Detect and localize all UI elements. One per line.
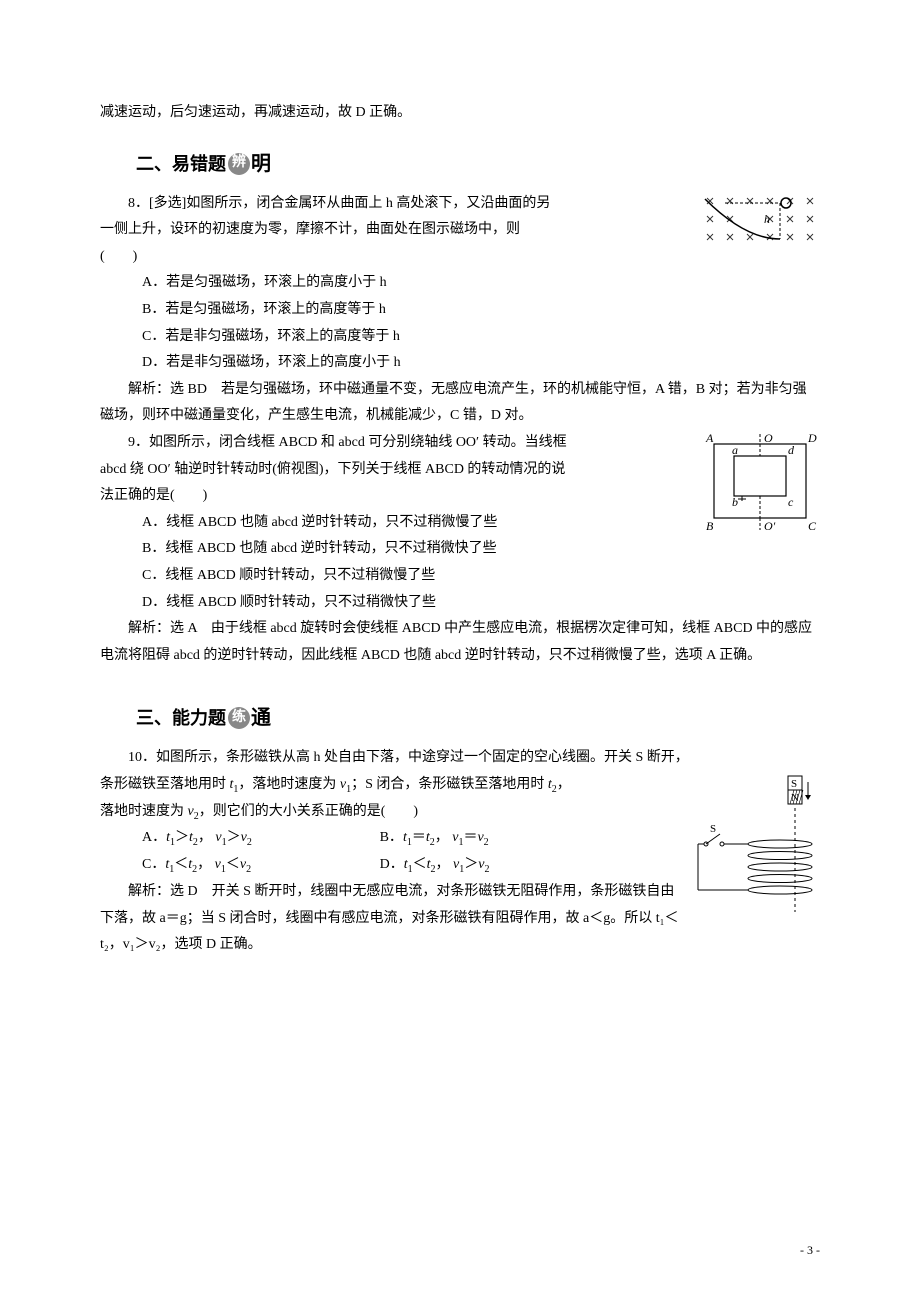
svg-text:d: d (788, 443, 795, 457)
q10-option-c: C．t1＜t2， v1＜v2 (142, 852, 380, 879)
q8-option-a: A．若是匀强磁场，环滚上的高度小于 h (100, 270, 820, 297)
svg-text:B: B (706, 519, 714, 533)
q10-l2-c: ；S 闭合，条形磁铁至落地用时 (351, 777, 548, 792)
q10-b-comma: ， (435, 830, 453, 845)
q8-option-d: D．若是非匀强磁场，环滚上的高度小于 h (100, 350, 820, 377)
figure-q8: h (700, 191, 820, 257)
q10-d-rel2: ＞ (464, 857, 478, 872)
figure-q10: SNS (690, 772, 820, 933)
q10-options-row1: A．t1＞t2， v1＞v2 B．t1＝t2， v1＝v2 (100, 825, 682, 852)
q10-c-rel2: ＜ (226, 857, 240, 872)
section-3-title: 三、能力题 练 通 (136, 699, 820, 737)
svg-text:O: O (764, 431, 773, 445)
question-8: h 8．[多选]如图所示，闭合金属环从曲面上 h 高处滚下，又沿曲面的另 一侧上… (100, 191, 820, 430)
q9-option-d: D．线框 ABCD 顺时针转动，只不过稍微快了些 (100, 590, 820, 617)
figure-q9-svg: A D B C O O′ a d b c (700, 430, 820, 535)
svg-text:D: D (807, 431, 817, 445)
svg-text:S: S (791, 778, 797, 790)
svg-text:c: c (788, 495, 794, 509)
q10-a-rel1: ＞ (175, 830, 189, 845)
section-2-badge-suffix: 明 (251, 145, 271, 183)
q8-option-c: C．若是非匀强磁场，环滚上的高度等于 h (100, 324, 820, 351)
svg-text:a: a (732, 443, 738, 457)
q10-options-row2: C．t1＜t2， v1＜v2 D．t1＜t2， v1＞v2 (100, 852, 682, 879)
q10-d-comma: ， (436, 857, 454, 872)
q10-option-d: D．t1＜t2， v1＞v2 (380, 852, 618, 879)
page-number: - 3 - (800, 1239, 820, 1262)
svg-text:C: C (808, 519, 817, 533)
q10-d-pre: D． (380, 857, 404, 872)
q10-l2-d: ， (557, 777, 571, 792)
section-2-badge-circle: 辨 (228, 153, 250, 175)
section-3-badge: 练 通 (228, 699, 271, 737)
page: 减速运动，后匀速运动，再减速运动，故 D 正确。 二、易错题 辨 明 h 8．[… (0, 0, 920, 1302)
q10-l2-b: ，落地时速度为 (238, 777, 340, 792)
section-2-badge: 辨 明 (228, 145, 271, 183)
q10-a-comma: ， (198, 830, 216, 845)
q9-answer: 解析：选 A 由于线框 abcd 旋转时会使线框 ABCD 中产生感应电流，根据… (100, 616, 820, 669)
svg-text:N: N (791, 792, 799, 804)
figure-q9: A D B C O O′ a d b c (700, 430, 820, 546)
svg-text:b: b (732, 495, 738, 509)
section-3-badge-suffix: 通 (251, 699, 271, 737)
section-2-title: 二、易错题 辨 明 (136, 145, 820, 183)
q10-c-rel1: ＜ (174, 857, 188, 872)
q10-stem-line1: 10．如图所示，条形磁铁从高 h 处自由下落，中途穿过一个固定的空心线圈。开关 … (100, 745, 820, 772)
section-3-label: 三、能力题 (136, 701, 226, 735)
q10-c-pre: C． (142, 857, 165, 872)
q10-l2-a: 条形磁铁至落地用时 (100, 777, 230, 792)
svg-text:h: h (764, 212, 770, 226)
q10-b-rel1: ＝ (412, 830, 426, 845)
q10-a-pre: A． (142, 830, 166, 845)
figure-q8-svg: h (700, 191, 820, 246)
q10-a-rel2: ＞ (227, 830, 241, 845)
question-10: 10．如图所示，条形磁铁从高 h 处自由下落，中途穿过一个固定的空心线圈。开关 … (100, 745, 820, 959)
q8-answer: 解析：选 BD 若是匀强磁场，环中磁通量不变，无感应电流产生，环的机械能守恒，A… (100, 377, 820, 430)
q10-d-rel1: ＜ (413, 857, 427, 872)
section-3-badge-circle: 练 (228, 707, 250, 729)
q8-option-b: B．若是匀强磁场，环滚上的高度等于 h (100, 297, 820, 324)
q9-option-c: C．线框 ABCD 顺时针转动，只不过稍微慢了些 (100, 563, 820, 590)
q10-option-a: A．t1＞t2， v1＞v2 (142, 825, 380, 852)
q10-b-pre: B． (380, 830, 403, 845)
svg-text:S: S (710, 823, 716, 835)
q10-option-b: B．t1＝t2， v1＝v2 (380, 825, 618, 852)
q10-d-sv2: 2 (484, 864, 489, 875)
q10-l3-b: ，则它们的大小关系正确的是( ) (199, 804, 418, 819)
q10-l3-a: 落地时速度为 (100, 804, 188, 819)
q10-b-rel2: ＝ (463, 830, 477, 845)
figure-q10-svg: SNS (690, 772, 820, 922)
continuation-text: 减速运动，后匀速运动，再减速运动，故 D 正确。 (100, 100, 820, 127)
svg-text:A: A (705, 431, 714, 445)
q10-a-sv2: 2 (247, 837, 252, 848)
svg-text:O′: O′ (764, 519, 776, 533)
q10-c-comma: ， (197, 857, 215, 872)
q10-c-sv2: 2 (246, 864, 251, 875)
section-2-label: 二、易错题 (136, 147, 226, 181)
question-9: ADBCOO′adbc 9．如图所示，闭合线框 ABCD 和 abcd 可分别绕… (100, 430, 820, 669)
q10-b-sv2: 2 (484, 837, 489, 848)
